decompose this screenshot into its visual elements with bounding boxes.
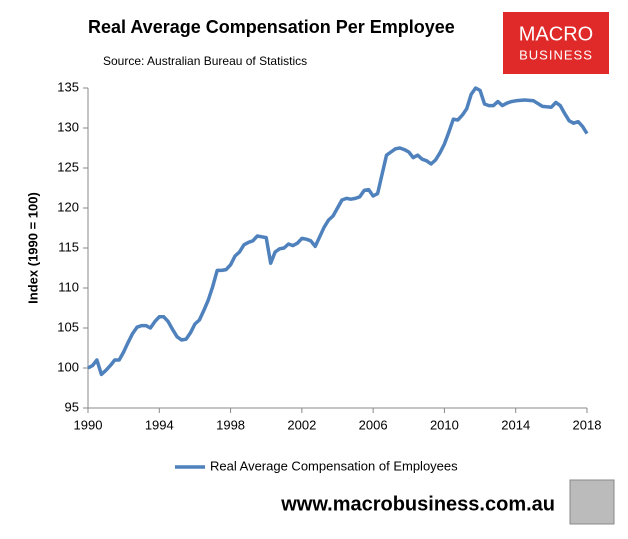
y-tick-label: 120	[57, 199, 79, 214]
x-tick-label: 1994	[145, 417, 174, 432]
y-tick-label: 100	[57, 359, 79, 374]
y-tick-label: 105	[57, 319, 79, 334]
legend-label: Real Average Compensation of Employees	[210, 458, 458, 473]
website: www.macrobusiness.com.au	[280, 493, 555, 515]
x-tick-label: 2018	[573, 417, 602, 432]
y-tick-label: 110	[58, 279, 79, 294]
y-axis-label: Index (1990 = 100)	[25, 192, 40, 304]
x-tick-label: 2010	[430, 417, 459, 432]
logo-text: BUSINESS	[519, 47, 593, 62]
logo-box	[503, 12, 609, 74]
x-tick-label: 2014	[501, 417, 530, 432]
logo-text: MACRO	[519, 23, 593, 45]
y-tick-label: 130	[57, 119, 79, 134]
x-tick-label: 1998	[216, 417, 245, 432]
y-tick-label: 135	[57, 79, 79, 94]
y-tick-label: 95	[65, 399, 79, 414]
line	[87, 86, 589, 377]
x-tick-label: 2006	[359, 417, 388, 432]
logo-image	[569, 479, 615, 525]
x-tick-label: 2002	[287, 417, 316, 432]
y-tick-label: 125	[57, 159, 79, 174]
x-tick-label: 1990	[74, 417, 103, 432]
chart-subtitle: Source: Australian Bureau of Statistics	[103, 54, 307, 68]
chart-title: Real Average Compensation Per Employee	[88, 17, 455, 37]
y-tick-label: 115	[58, 239, 79, 254]
